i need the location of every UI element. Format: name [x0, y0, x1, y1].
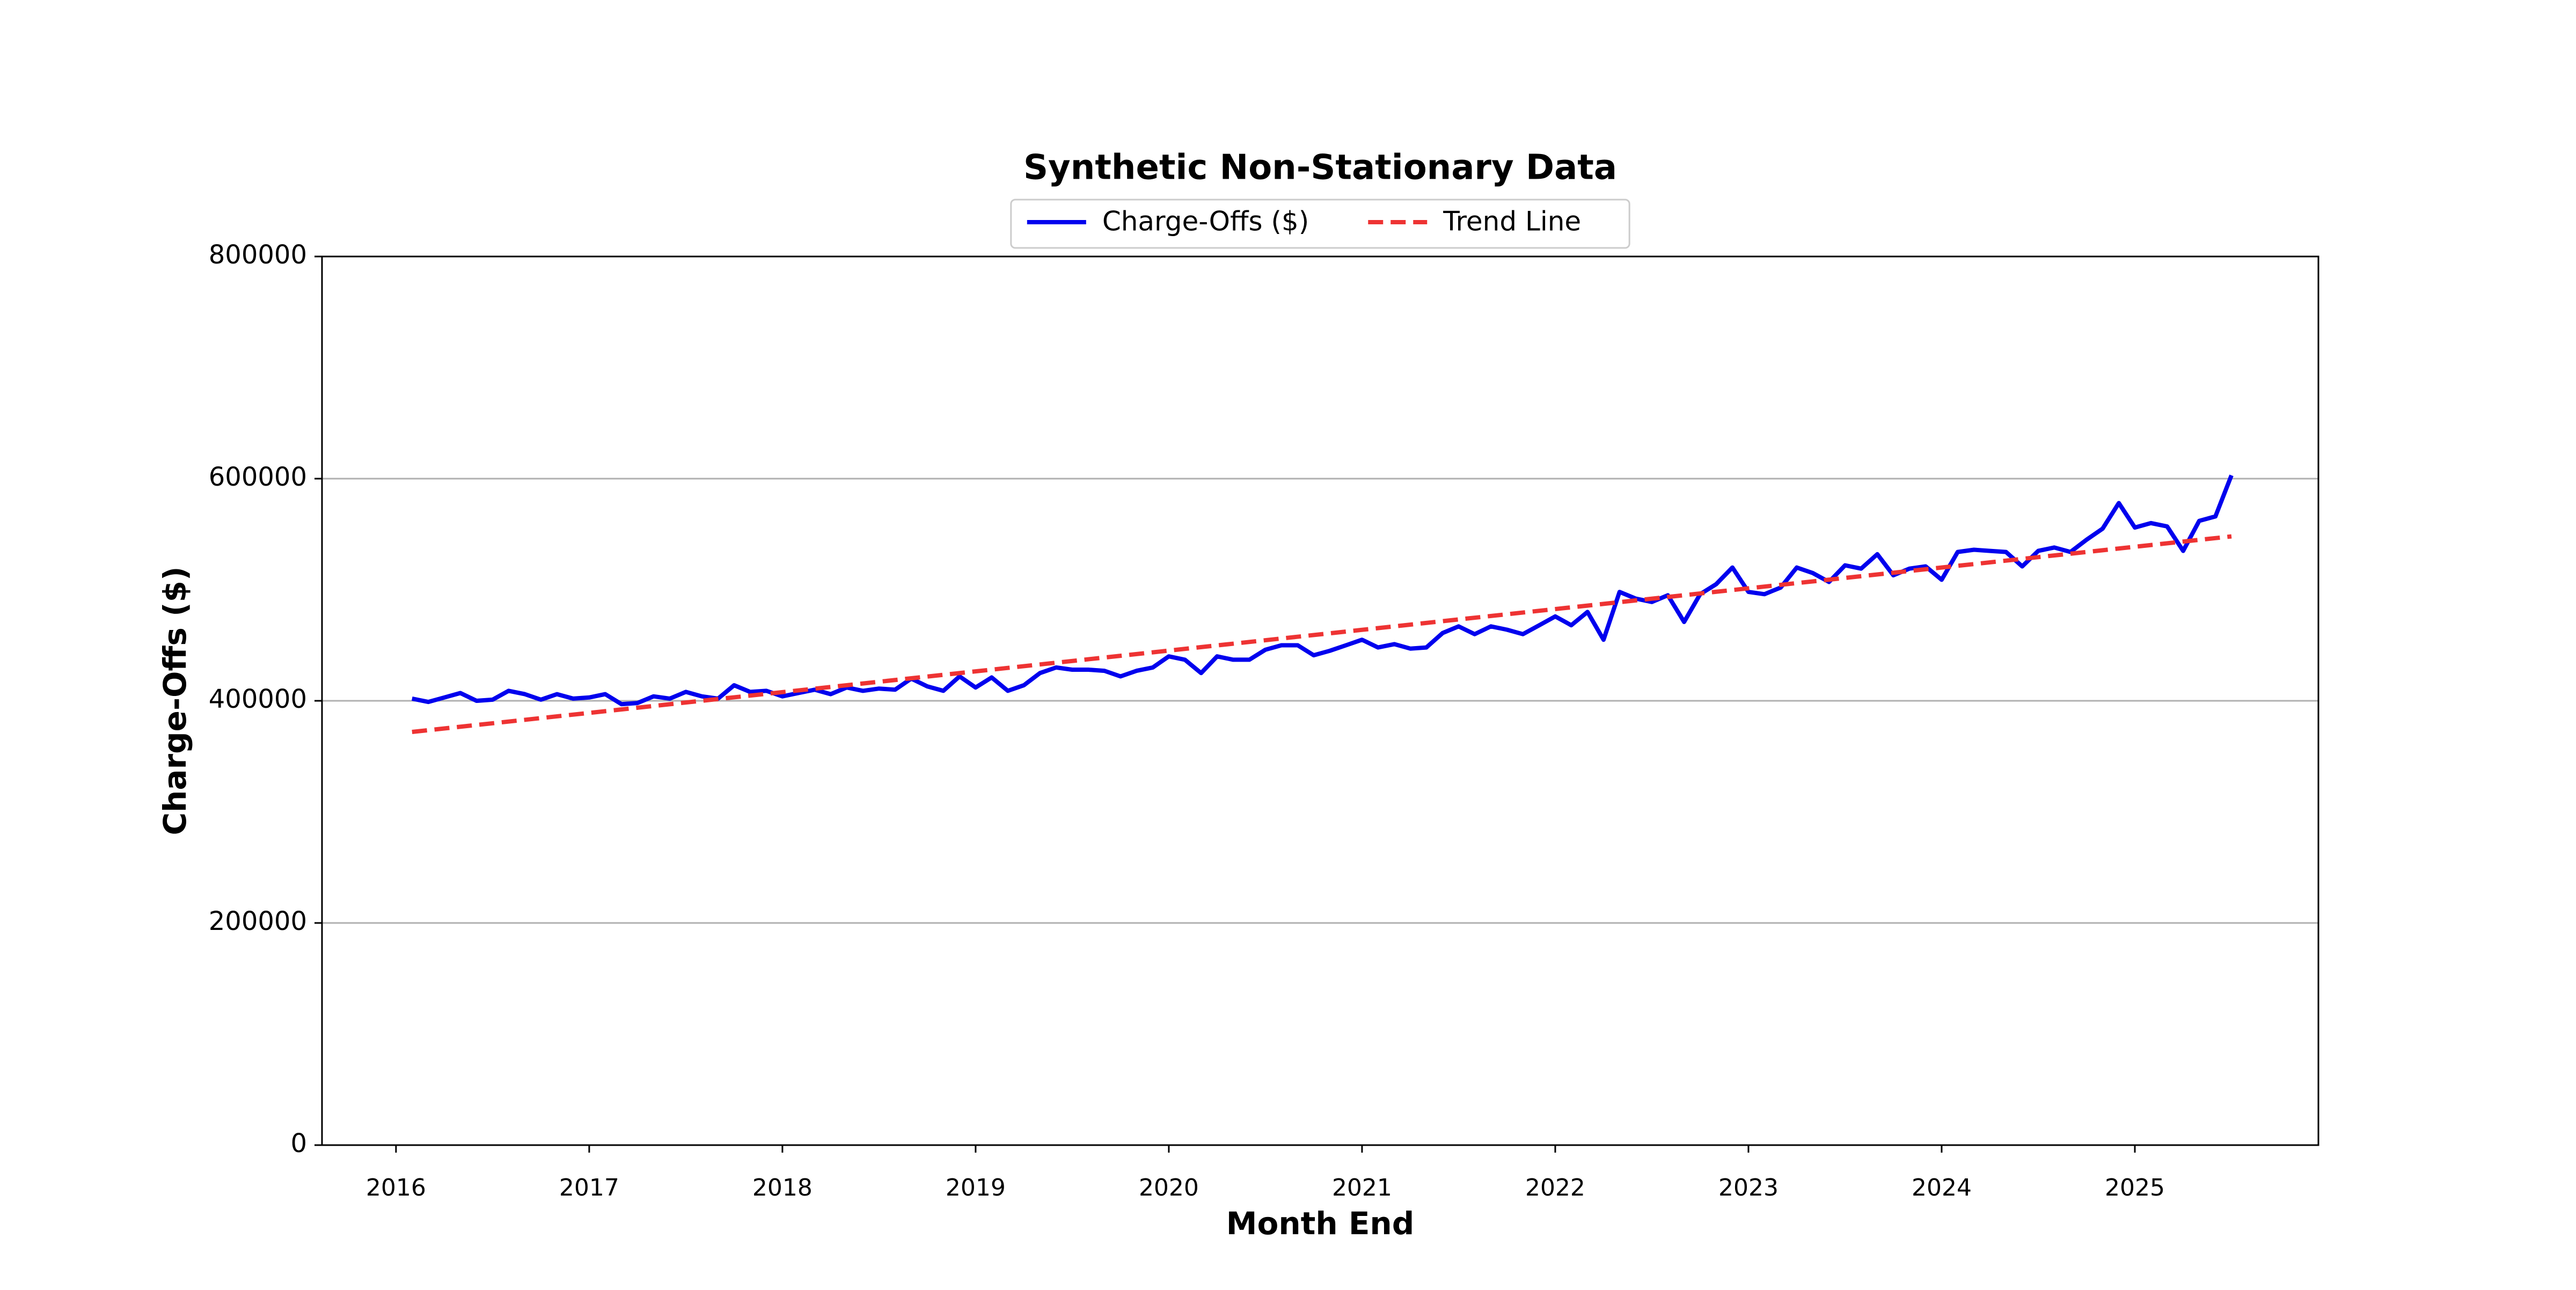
- x-axis-label: Month End: [1226, 1205, 1415, 1242]
- x-tick-label: 2017: [559, 1174, 619, 1201]
- y-tick-label: 400000: [209, 684, 307, 714]
- legend-label: Trend Line: [1443, 206, 1581, 237]
- legend: Charge-Offs ($) Trend Line: [1010, 199, 1630, 249]
- x-tick-label: 2025: [2105, 1174, 2165, 1201]
- chart-title: Synthetic Non-Stationary Data: [1023, 148, 1617, 188]
- y-axis-label: Charge-Offs ($): [157, 567, 193, 835]
- x-tick-label: 2019: [946, 1174, 1006, 1201]
- y-tick-label: 200000: [209, 906, 307, 936]
- legend-label: Charge-Offs ($): [1102, 206, 1309, 237]
- x-tick-label: 2022: [1525, 1174, 1585, 1201]
- x-tick-label: 2024: [1912, 1174, 1972, 1201]
- x-tick-label: 2023: [1718, 1174, 1779, 1201]
- y-tick-label: 800000: [209, 240, 307, 270]
- plot-frame: [321, 255, 2319, 1146]
- legend-box: [1010, 199, 1630, 249]
- x-tick-label: 2021: [1332, 1174, 1392, 1201]
- x-tick-label: 2016: [366, 1174, 426, 1201]
- y-tick-label: 600000: [209, 462, 307, 492]
- y-tick-label: 0: [290, 1128, 307, 1159]
- x-tick-label: 2018: [752, 1174, 813, 1201]
- series-line: [412, 534, 2232, 734]
- x-tick-label: 2020: [1139, 1174, 1199, 1201]
